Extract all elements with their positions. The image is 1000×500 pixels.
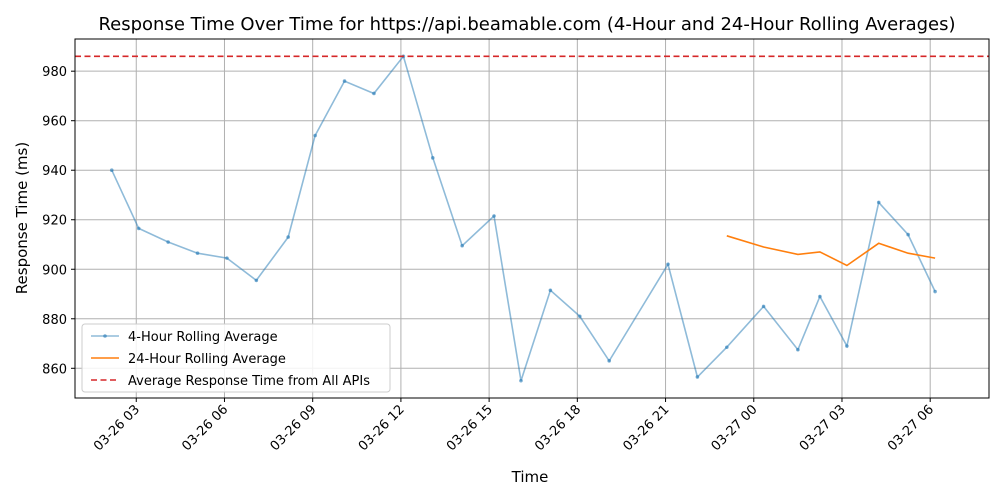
data-point xyxy=(195,251,200,255)
data-point xyxy=(695,375,700,379)
x-axis-title: Time xyxy=(511,468,549,486)
legend-marker xyxy=(103,334,107,338)
data-point xyxy=(725,345,729,350)
data-point xyxy=(845,344,849,348)
y-axis-title: Response Time (ms) xyxy=(13,142,31,294)
data-point xyxy=(225,256,229,260)
series-line xyxy=(111,54,936,381)
data-point xyxy=(607,359,611,363)
data-point xyxy=(519,378,523,383)
data-point xyxy=(254,278,259,283)
y-tick-label: 940 xyxy=(42,164,67,179)
y-axis-ticks: 860 880 900 920 940 960 980 xyxy=(42,65,75,377)
legend-label: Average Response Time from All APIs xyxy=(128,374,370,389)
y-tick-label: 900 xyxy=(42,263,67,278)
data-point xyxy=(460,243,464,248)
data-point xyxy=(761,304,766,309)
x-axis-ticks: 03-26 03 03-26 06 03-26 09 03-26 12 03-26 15… xyxy=(91,398,937,454)
data-point xyxy=(906,232,910,237)
x-tick-label: 03-26 15 xyxy=(444,402,496,454)
series-4-hour-rolling-average xyxy=(109,54,937,383)
data-point xyxy=(666,262,670,267)
data-point xyxy=(286,235,290,239)
x-tick-label: 03-26 03 xyxy=(91,402,143,454)
y-tick-label: 960 xyxy=(42,115,67,130)
legend-box xyxy=(81,323,391,393)
y-tick-label: 860 xyxy=(42,362,67,377)
x-tick-label: 03-27 00 xyxy=(709,402,761,454)
data-point xyxy=(577,314,582,319)
legend: 4-Hour Rolling Average 24-Hour Rolling Av… xyxy=(81,323,391,393)
chart-title: Response Time Over Time for https://api.… xyxy=(98,14,955,35)
x-tick-label: 03-26 06 xyxy=(179,402,231,454)
data-point xyxy=(492,214,496,218)
data-point xyxy=(166,240,170,244)
series-layer xyxy=(75,54,989,383)
x-tick-label: 03-26 18 xyxy=(532,402,584,454)
y-tick-label: 880 xyxy=(42,313,67,328)
legend-label: 24-Hour Rolling Average xyxy=(128,352,286,367)
x-tick-label: 03-26 12 xyxy=(356,402,408,454)
x-tick-label: 03-26 21 xyxy=(620,402,672,454)
series-line xyxy=(726,235,936,267)
data-point xyxy=(342,79,347,83)
legend-item-4-hour-rolling-average: 4-Hour Rolling Average xyxy=(91,330,278,345)
y-tick-label: 980 xyxy=(42,65,67,80)
data-point xyxy=(430,156,435,160)
plot-frame xyxy=(74,38,990,399)
legend-item-average-response-time-from-all-apis: Average Response Time from All APIs xyxy=(91,374,370,389)
x-tick-label: 03-27 03 xyxy=(797,402,849,454)
x-tick-label: 03-27 06 xyxy=(885,402,937,454)
x-tick-label: 03-26 09 xyxy=(268,402,320,454)
data-point xyxy=(876,200,881,205)
legend-item-24-hour-rolling-average: 24-Hour Rolling Average xyxy=(91,352,286,367)
y-tick-label: 920 xyxy=(42,214,67,229)
data-point xyxy=(818,294,822,299)
data-point xyxy=(372,91,376,96)
data-point xyxy=(109,168,114,173)
legend-label: 4-Hour Rolling Average xyxy=(128,330,278,345)
series-24-hour-rolling-average xyxy=(726,235,936,267)
data-point xyxy=(136,226,141,231)
data-point xyxy=(933,289,937,294)
data-point xyxy=(313,133,317,138)
data-point xyxy=(796,347,800,352)
data-point xyxy=(548,288,553,293)
